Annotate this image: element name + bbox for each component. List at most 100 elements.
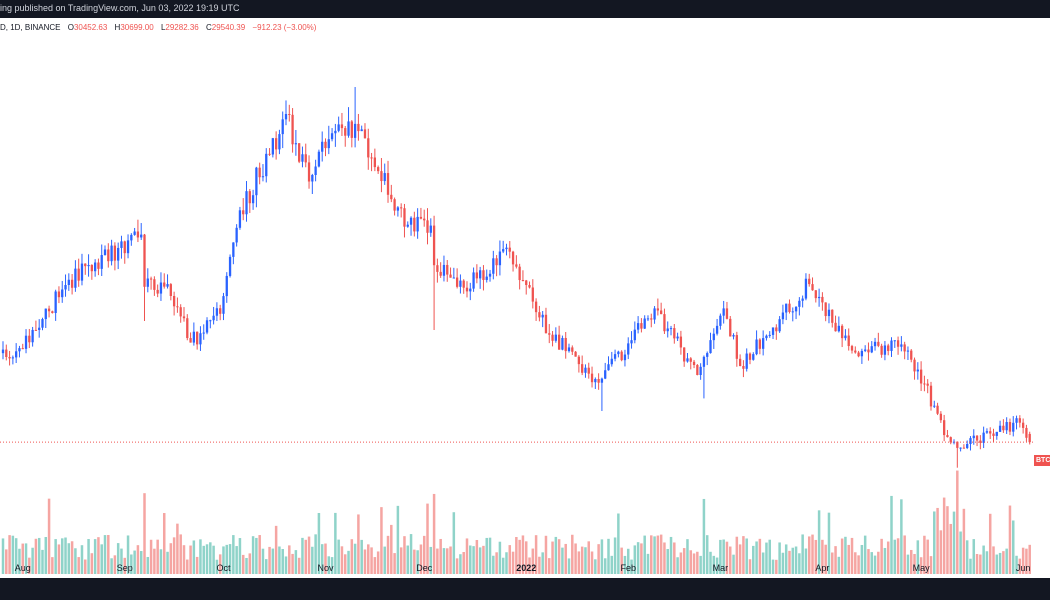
candle-body xyxy=(169,284,172,296)
candle-body xyxy=(380,171,383,182)
candle-body xyxy=(801,298,804,301)
volume-bar xyxy=(116,543,120,574)
volume-bar xyxy=(390,524,393,574)
volume-bar xyxy=(245,557,248,574)
candle-body xyxy=(469,288,472,292)
x-tick-label: Oct xyxy=(216,563,231,573)
volume-bar xyxy=(722,539,725,574)
candle-body xyxy=(584,367,587,373)
volume-bar xyxy=(478,547,482,574)
volume-bar xyxy=(857,555,860,574)
price-tag: BTC xyxy=(1034,454,1050,466)
volume-bar xyxy=(330,557,334,574)
candle-body xyxy=(449,274,452,278)
candle-body xyxy=(900,344,903,347)
candle-body xyxy=(785,303,788,313)
candle-body xyxy=(1008,422,1012,432)
candle-body xyxy=(587,367,590,374)
candle-body xyxy=(423,218,426,221)
candle-body xyxy=(923,383,926,385)
volume-bar xyxy=(758,538,762,574)
candle-body xyxy=(459,280,462,287)
candle-body xyxy=(686,358,689,362)
candle-body xyxy=(31,329,34,343)
candle-body xyxy=(738,358,742,366)
candle-body xyxy=(386,173,390,195)
candle-body xyxy=(479,270,482,279)
volume-bar xyxy=(60,538,64,574)
volume-bar xyxy=(416,550,419,574)
volume-bar xyxy=(748,559,752,574)
volume-bar xyxy=(521,535,525,574)
volume-bar xyxy=(327,556,331,574)
volume-bar xyxy=(969,558,972,574)
candle-body xyxy=(1021,422,1025,428)
volume-bar xyxy=(265,559,268,574)
x-tick-label: Feb xyxy=(620,563,636,573)
volume-bar xyxy=(488,537,492,574)
volume-bar xyxy=(80,545,84,574)
candle-body xyxy=(735,335,738,359)
legend-close-label: C xyxy=(206,23,212,32)
candle-body xyxy=(673,328,676,339)
volume-bar xyxy=(37,537,41,574)
volume-bar xyxy=(880,538,883,574)
candle-body xyxy=(123,241,126,254)
volume-bar xyxy=(817,510,821,574)
candle-body xyxy=(551,334,554,341)
volume-bar xyxy=(11,535,15,574)
volume-bar xyxy=(531,548,535,574)
candle-body xyxy=(212,315,215,321)
candle-body xyxy=(176,306,179,308)
candle-body xyxy=(439,271,442,276)
volume-bar xyxy=(686,539,689,574)
candle-body xyxy=(956,441,959,448)
volume-bar xyxy=(528,557,531,574)
volume-bar xyxy=(110,558,113,574)
volume-bar xyxy=(482,545,485,574)
volume-bar xyxy=(465,538,469,574)
volume-bar xyxy=(867,549,870,574)
candle-body xyxy=(209,320,212,322)
volume-bar xyxy=(801,534,804,574)
volume-bar xyxy=(133,550,136,574)
volume-bar xyxy=(893,539,897,574)
volume-bar xyxy=(455,558,459,574)
volume-bar xyxy=(784,544,788,574)
volume-bar xyxy=(14,538,18,574)
volume-bar xyxy=(982,545,985,574)
candle-body xyxy=(222,296,225,314)
candle-body xyxy=(488,273,492,277)
candle-body xyxy=(143,234,146,287)
candlestick-chart[interactable]: Aug Sep Oct Nov Dec 2022 Feb Mar Apr May Jun xyxy=(0,18,1050,578)
candle-body xyxy=(525,280,528,286)
volume-bar xyxy=(933,511,936,574)
candle-body xyxy=(715,325,719,334)
volume-bar xyxy=(241,554,245,574)
candle-body xyxy=(113,245,117,261)
ohlc-legend: D, 1D, BINANCE O30452.63 H30699.00 L2928… xyxy=(0,23,316,32)
chart-area[interactable]: Aug Sep Oct Nov Dec 2022 Feb Mar Apr May Jun D, 1D… xyxy=(0,18,1050,578)
candle-body xyxy=(877,341,880,346)
candle-body xyxy=(663,314,666,332)
volume-bar xyxy=(656,535,660,574)
candle-body xyxy=(393,199,396,211)
volume-bar xyxy=(218,554,222,574)
volume-bar xyxy=(798,553,801,574)
candle-body xyxy=(669,328,673,330)
volume-bar xyxy=(205,544,209,574)
volume-bar xyxy=(551,541,554,574)
volume-bar xyxy=(258,535,261,574)
volume-bar xyxy=(87,539,90,574)
legend-open: 30452.63 xyxy=(73,23,108,32)
candle-body xyxy=(196,331,199,345)
candle-body xyxy=(840,325,844,339)
volume-bar xyxy=(1021,547,1025,574)
volume-bar xyxy=(195,556,199,574)
volume-bar xyxy=(650,535,653,574)
volume-bar xyxy=(860,544,864,574)
candle-body xyxy=(80,263,84,281)
volume-bar xyxy=(633,545,637,574)
volume-bar xyxy=(791,547,795,574)
candle-body xyxy=(232,242,235,257)
